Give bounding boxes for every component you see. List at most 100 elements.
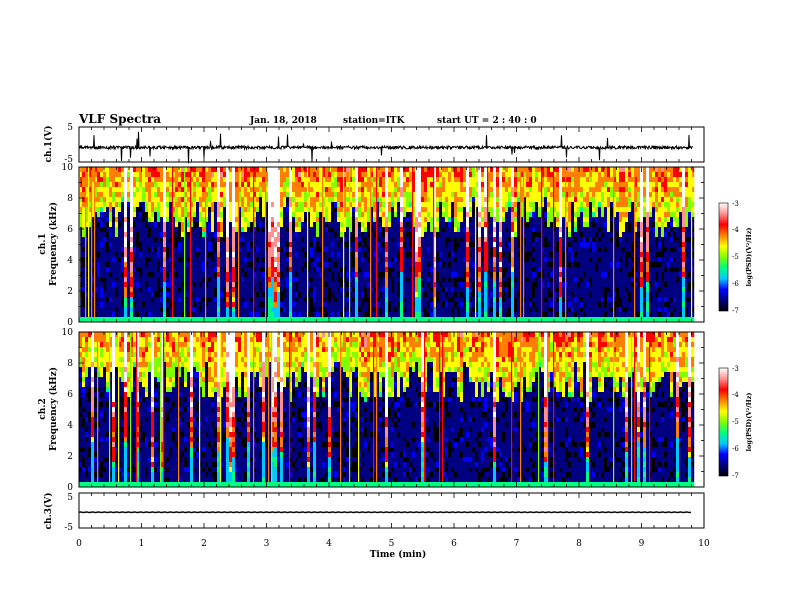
spectrogram-cell bbox=[385, 167, 389, 173]
spectrogram-cell bbox=[445, 192, 449, 198]
spectrogram-cell bbox=[100, 187, 104, 193]
spectrogram-cell bbox=[304, 187, 308, 193]
spectrogram-cell bbox=[472, 217, 476, 223]
spectrogram-cell bbox=[253, 192, 257, 198]
spectrogram-cell bbox=[91, 267, 95, 273]
spectrogram-cell bbox=[373, 272, 377, 278]
spectrogram-cell bbox=[403, 247, 407, 253]
spectrogram-cell bbox=[139, 287, 143, 293]
spectrogram-cell bbox=[289, 192, 293, 198]
spectrogram-cell bbox=[163, 167, 167, 173]
spectrogram-cell bbox=[526, 227, 530, 233]
spectrogram-cell bbox=[148, 197, 152, 203]
spectrogram-cell bbox=[109, 302, 113, 308]
spectrogram-cell bbox=[85, 272, 89, 278]
spectrogram-cell bbox=[136, 282, 140, 288]
spectrogram-cell bbox=[247, 192, 251, 198]
spectrogram-cell bbox=[352, 207, 356, 213]
spectrogram-cell bbox=[424, 222, 428, 228]
spectrogram-cell bbox=[424, 242, 428, 248]
spectrogram-cell bbox=[472, 227, 476, 233]
spectrogram-cell bbox=[196, 172, 200, 178]
spectrogram-cell bbox=[388, 242, 392, 248]
spectrogram-cell bbox=[544, 282, 548, 288]
spectrogram-cell bbox=[127, 187, 131, 193]
spectrogram-cell bbox=[121, 177, 125, 183]
spectrogram-cell bbox=[400, 177, 404, 183]
spectrogram-cell bbox=[277, 237, 281, 243]
spectrogram-cell bbox=[106, 297, 110, 303]
spectrogram-cell bbox=[202, 287, 206, 293]
spectrogram-cell bbox=[364, 202, 368, 208]
spectrogram-cell bbox=[496, 197, 500, 203]
spectrogram-cell bbox=[481, 197, 485, 203]
spectrogram-cell bbox=[250, 302, 254, 308]
spectrogram-cell bbox=[535, 192, 539, 198]
spectrogram-cell bbox=[160, 312, 164, 318]
spectrogram-cell bbox=[367, 217, 371, 223]
spectrogram-cell bbox=[271, 197, 275, 203]
spectrogram-streak bbox=[94, 167, 96, 317]
spectrogram-cell bbox=[433, 182, 437, 188]
spectrogram-cell bbox=[145, 287, 149, 293]
spectrogram-cell bbox=[421, 232, 425, 238]
spectrogram-cell bbox=[232, 302, 236, 308]
spectrogram-cell bbox=[229, 262, 233, 268]
spectrogram-cell bbox=[532, 257, 536, 263]
spectrogram-cell bbox=[157, 252, 161, 258]
spectrogram-cell bbox=[280, 227, 284, 233]
spectrogram-cell bbox=[535, 207, 539, 213]
spectrogram-cell bbox=[211, 202, 215, 208]
spectrogram-cell bbox=[403, 312, 407, 318]
spectrogram-cell bbox=[334, 257, 338, 263]
spectrogram-cell bbox=[496, 227, 500, 233]
spectrogram-cell bbox=[208, 232, 212, 238]
spectrogram-cell bbox=[295, 277, 299, 283]
spectrogram-cell bbox=[211, 187, 215, 193]
spectrogram-cell bbox=[283, 272, 287, 278]
spectrogram-cell bbox=[118, 177, 122, 183]
spectrogram-cell bbox=[112, 187, 116, 193]
spectrogram-cell bbox=[547, 207, 551, 213]
spectrogram-cell bbox=[514, 282, 518, 288]
spectrogram-cell bbox=[274, 192, 278, 198]
spectrogram-cell bbox=[100, 252, 104, 258]
spectrogram-cell bbox=[388, 312, 392, 318]
spectrogram-cell bbox=[451, 302, 455, 308]
spectrogram-cell bbox=[277, 242, 281, 248]
spectrogram-cell bbox=[538, 302, 542, 308]
spectrogram-cell bbox=[367, 302, 371, 308]
spectrogram-cell bbox=[115, 232, 119, 238]
spectrogram-cell bbox=[415, 282, 419, 288]
spectrogram-cell bbox=[478, 187, 482, 193]
spectrogram-cell bbox=[160, 182, 164, 188]
spectrogram-cell bbox=[208, 217, 212, 223]
spectrogram-cell bbox=[526, 202, 530, 208]
spectrogram-cell bbox=[307, 312, 311, 318]
spectrogram-cell bbox=[448, 182, 452, 188]
spectrogram-cell bbox=[379, 262, 383, 268]
spectrogram-cell bbox=[262, 172, 266, 178]
spectrogram-cell bbox=[226, 302, 230, 308]
spectrogram-cell bbox=[217, 217, 221, 223]
spectrogram-cell bbox=[331, 182, 335, 188]
spectrogram-cell bbox=[124, 192, 128, 198]
spectrogram-cell bbox=[346, 182, 350, 188]
spectrogram-cell bbox=[208, 247, 212, 253]
spectrogram-cell bbox=[193, 302, 197, 308]
spectrogram-cell bbox=[388, 282, 392, 288]
spectrogram-cell bbox=[388, 287, 392, 293]
spectrogram-cell bbox=[103, 262, 107, 268]
spectrogram-cell bbox=[253, 277, 257, 283]
spectrogram-cell bbox=[235, 302, 239, 308]
spectrogram-cell bbox=[229, 172, 233, 178]
spectrogram-cell bbox=[214, 292, 218, 298]
spectrogram-cell bbox=[367, 272, 371, 278]
spectrogram-cell bbox=[505, 177, 509, 183]
spectrogram-cell bbox=[241, 202, 245, 208]
spectrogram-cell bbox=[325, 207, 329, 213]
spectrogram-cell bbox=[241, 277, 245, 283]
spectrogram-cell bbox=[481, 287, 485, 293]
spectrogram-cell bbox=[529, 267, 533, 273]
spectrogram-cell bbox=[391, 302, 395, 308]
